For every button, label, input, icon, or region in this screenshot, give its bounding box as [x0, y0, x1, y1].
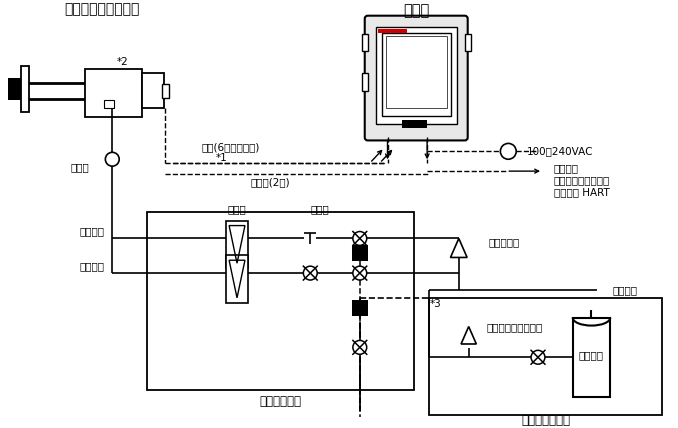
Text: 分离式氧化锆检测器: 分离式氧化锆检测器 — [64, 2, 140, 16]
Text: 变换器: 变换器 — [403, 3, 429, 18]
Bar — [362, 73, 367, 91]
Text: 校正气体单元箱: 校正气体单元箱 — [521, 414, 570, 427]
Text: 仪表气体: 仪表气体 — [612, 285, 637, 295]
Bar — [8, 78, 21, 100]
Bar — [362, 33, 367, 51]
Bar — [378, 29, 407, 33]
Bar — [162, 84, 169, 98]
Bar — [382, 33, 451, 116]
Text: 参比气体: 参比气体 — [80, 226, 105, 237]
Bar — [85, 69, 142, 117]
Circle shape — [105, 152, 119, 166]
Bar — [464, 33, 471, 51]
Bar — [376, 27, 457, 124]
Bar — [573, 318, 610, 397]
Text: 零点气瓶: 零点气瓶 — [579, 350, 604, 360]
Bar — [21, 66, 29, 112]
Circle shape — [353, 340, 367, 354]
Circle shape — [531, 351, 545, 364]
Text: 模拟输出，触点输出: 模拟输出，触点输出 — [554, 175, 610, 185]
Text: 信号(6芯屏蔽电缆): 信号(6芯屏蔽电缆) — [202, 143, 260, 152]
Text: 气体调节阀: 气体调节阀 — [488, 238, 520, 247]
Bar — [226, 220, 248, 268]
Text: *1: *1 — [216, 153, 227, 163]
FancyBboxPatch shape — [365, 16, 468, 140]
Bar — [147, 212, 414, 390]
Circle shape — [303, 266, 317, 280]
Bar — [352, 300, 367, 316]
Text: 触点输入: 触点输入 — [554, 163, 579, 173]
Text: 校正气体压力调节器: 校正气体压力调节器 — [487, 323, 543, 333]
Bar — [226, 255, 248, 303]
Circle shape — [500, 143, 516, 159]
Text: 加热器(2芯): 加热器(2芯) — [251, 177, 290, 187]
Text: 数字输出 HART: 数字输出 HART — [554, 187, 610, 197]
Text: 自动校正单元: 自动校正单元 — [260, 395, 302, 408]
Bar — [386, 36, 447, 108]
Text: 止回阀: 止回阀 — [71, 162, 89, 172]
Text: *2: *2 — [117, 57, 128, 67]
Text: 100～240VAC: 100～240VAC — [527, 146, 593, 156]
Bar — [142, 73, 164, 108]
Circle shape — [353, 232, 367, 245]
Text: 针形阀: 针形阀 — [311, 204, 330, 214]
Bar — [429, 298, 662, 415]
Bar — [402, 120, 427, 128]
Circle shape — [353, 266, 367, 280]
Text: 流量计: 流量计 — [228, 204, 246, 214]
Text: 校正气体: 校正气体 — [80, 261, 105, 271]
Text: *3: *3 — [430, 299, 442, 309]
Bar — [104, 100, 115, 108]
Bar — [352, 245, 367, 261]
